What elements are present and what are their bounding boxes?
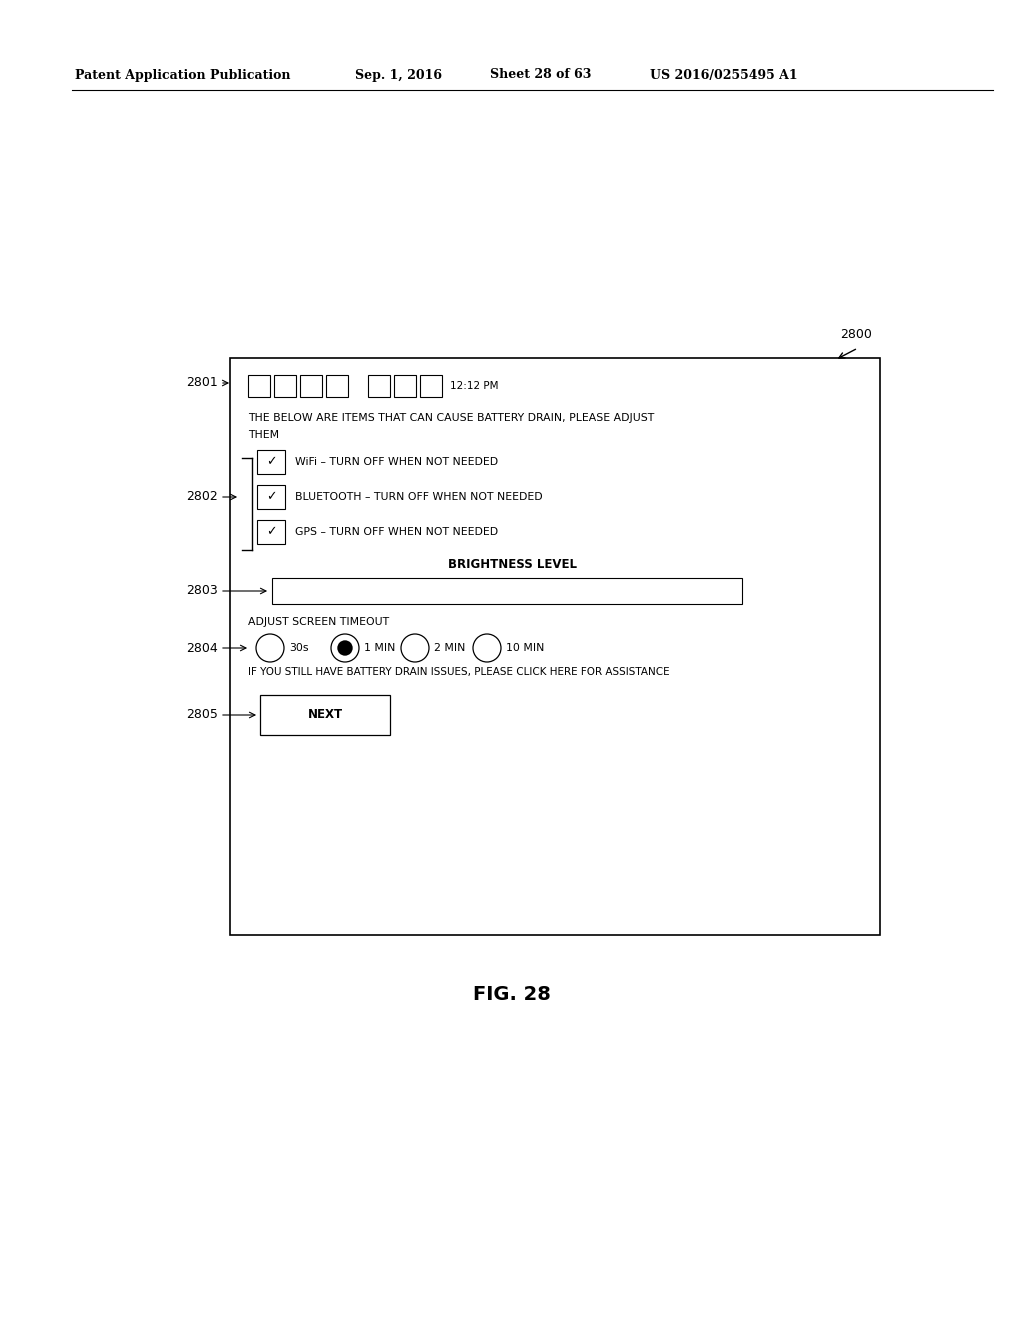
Text: 2805: 2805 xyxy=(186,709,218,722)
Text: BRIGHTNESS LEVEL: BRIGHTNESS LEVEL xyxy=(447,558,577,572)
Bar xyxy=(257,450,285,474)
Text: GPS – TURN OFF WHEN NOT NEEDED: GPS – TURN OFF WHEN NOT NEEDED xyxy=(295,527,498,537)
Text: FIG. 28: FIG. 28 xyxy=(473,986,551,1005)
Text: THE BELOW ARE ITEMS THAT CAN CAUSE BATTERY DRAIN, PLEASE ADJUST: THE BELOW ARE ITEMS THAT CAN CAUSE BATTE… xyxy=(248,413,654,422)
Circle shape xyxy=(337,640,352,656)
Bar xyxy=(260,696,390,735)
Text: 2803: 2803 xyxy=(186,585,218,598)
Bar xyxy=(300,375,322,397)
Bar xyxy=(272,578,742,605)
Bar xyxy=(274,375,296,397)
Text: IF YOU STILL HAVE BATTERY DRAIN ISSUES, PLEASE CLICK HERE FOR ASSISTANCE: IF YOU STILL HAVE BATTERY DRAIN ISSUES, … xyxy=(248,667,670,677)
Bar xyxy=(257,484,285,510)
Circle shape xyxy=(401,634,429,663)
Text: 1 MIN: 1 MIN xyxy=(364,643,395,653)
Text: US 2016/0255495 A1: US 2016/0255495 A1 xyxy=(650,69,798,82)
Bar xyxy=(420,375,442,397)
Text: ✓: ✓ xyxy=(266,455,276,469)
Bar xyxy=(248,375,270,397)
Text: 2 MIN: 2 MIN xyxy=(434,643,465,653)
Text: Sheet 28 of 63: Sheet 28 of 63 xyxy=(490,69,592,82)
Text: Patent Application Publication: Patent Application Publication xyxy=(75,69,291,82)
Text: 2802: 2802 xyxy=(186,491,218,503)
Text: ✓: ✓ xyxy=(266,491,276,503)
Text: Sep. 1, 2016: Sep. 1, 2016 xyxy=(355,69,442,82)
Text: 10 MIN: 10 MIN xyxy=(506,643,545,653)
Text: ✓: ✓ xyxy=(266,525,276,539)
Text: 2804: 2804 xyxy=(186,642,218,655)
Circle shape xyxy=(473,634,501,663)
Text: 30s: 30s xyxy=(289,643,308,653)
Text: 2800: 2800 xyxy=(840,329,871,342)
Circle shape xyxy=(256,634,284,663)
Bar xyxy=(394,375,416,397)
Text: 2801: 2801 xyxy=(186,376,218,389)
Text: 12:12 PM: 12:12 PM xyxy=(450,381,499,391)
Text: THEM: THEM xyxy=(248,430,280,440)
Circle shape xyxy=(331,634,359,663)
Bar xyxy=(326,375,348,397)
Text: BLUETOOTH – TURN OFF WHEN NOT NEEDED: BLUETOOTH – TURN OFF WHEN NOT NEEDED xyxy=(295,492,543,502)
Bar xyxy=(230,358,880,935)
Text: WiFi – TURN OFF WHEN NOT NEEDED: WiFi – TURN OFF WHEN NOT NEEDED xyxy=(295,457,498,467)
Bar xyxy=(368,375,390,397)
Text: NEXT: NEXT xyxy=(307,709,343,722)
Text: ADJUST SCREEN TIMEOUT: ADJUST SCREEN TIMEOUT xyxy=(248,616,389,627)
Bar xyxy=(257,520,285,544)
